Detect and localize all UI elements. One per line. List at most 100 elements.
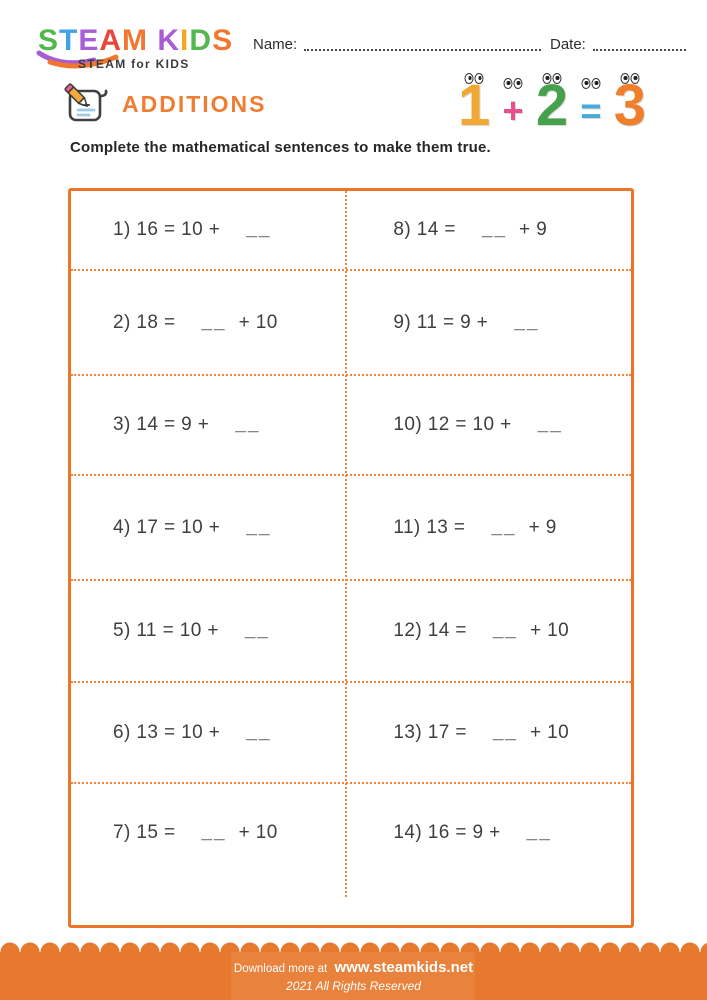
cartoon-eye: [552, 72, 562, 84]
answer-blank[interactable]: __: [514, 311, 540, 333]
answer-blank[interactable]: __: [537, 414, 563, 435]
footer-download-line: Download more at www.steamkids.net: [0, 952, 707, 976]
problem-text-suffix: + 10: [529, 620, 570, 641]
logo-tagline: STEAM for KIDS: [78, 57, 190, 71]
problem-text-suffix: + 10: [238, 822, 278, 843]
problem-text: 13) 17 =: [393, 721, 467, 743]
cartoon-eye: [630, 72, 640, 84]
glyph: 1: [458, 72, 491, 138]
answer-blank[interactable]: __: [491, 516, 517, 538]
plus-character: +: [502, 77, 524, 132]
problem-text-suffix: + 9: [528, 516, 557, 538]
answer-blank[interactable]: __: [201, 311, 227, 333]
problem-text-suffix: + 9: [519, 219, 548, 240]
problem-cell: 12) 14 = __ + 10: [345, 581, 631, 681]
answer-blank[interactable]: __: [235, 414, 261, 435]
logo-letter: M: [122, 24, 149, 57]
answer-blank[interactable]: __: [201, 822, 227, 843]
problem-text: 11) 13 =: [393, 516, 466, 538]
cartoon-eye: [542, 72, 552, 84]
answer-blank[interactable]: __: [244, 620, 270, 641]
cartoon-eye: [464, 72, 474, 84]
problem-text-suffix: + 10: [238, 311, 278, 333]
problem-text: 2) 18 =: [113, 311, 176, 333]
answer-blank[interactable]: __: [246, 516, 272, 538]
footer-center-box: [231, 952, 475, 1000]
problem-text: 5) 11 = 10 +: [113, 620, 219, 641]
cartoon-eyes: [581, 77, 601, 89]
problem-text: 9) 11 = 9 +: [393, 311, 489, 333]
date-fill-line[interactable]: [592, 37, 686, 51]
cartoon-eye: [620, 72, 630, 84]
problem-text: 1) 16 = 10 +: [113, 219, 221, 240]
answer-blank[interactable]: __: [246, 219, 272, 240]
page-heading: ADDITIONS: [62, 82, 267, 126]
cartoon-eye: [581, 77, 591, 89]
problem-text: 4) 17 = 10 +: [113, 516, 221, 538]
problem-cell: 5) 11 = 10 + __: [71, 581, 345, 681]
logo-swoosh-icon: [36, 50, 119, 69]
cartoon-eyes: [542, 72, 562, 84]
problem-text: 3) 14 = 9 +: [113, 414, 210, 435]
answer-blank[interactable]: __: [526, 822, 552, 843]
cartoon-eyes: [464, 72, 484, 84]
column-divider: [345, 191, 348, 897]
problem-cell: 10) 12 = 10 + __: [345, 376, 631, 474]
numbers-graphic: 1 +2 = 3: [458, 60, 646, 138]
cartoon-eye: [591, 77, 601, 89]
logo-wordmark: STEAM KIDS: [38, 26, 238, 56]
worksheet-row: 1) 16 = 10 + __ 8) 14 = __ + 9: [71, 191, 631, 271]
name-label: Name:: [253, 36, 298, 53]
problem-cell: 9) 11 = 9 + __: [345, 271, 631, 374]
name-field: Name:: [253, 36, 541, 53]
problem-text: 6) 13 = 10 +: [113, 721, 221, 743]
worksheet-row: 5) 11 = 10 + __ 12) 14 = __ + 10: [71, 581, 631, 683]
footer-copyright: 2021 All Rights Reserved: [286, 979, 421, 993]
logo-letter: K: [157, 24, 181, 57]
problem-cell: 4) 17 = 10 + __: [71, 476, 345, 579]
worksheet-row: 2) 18 = __ + 10 9) 11 = 9 + __: [71, 271, 631, 376]
problem-text: 14) 16 = 9 +: [393, 822, 501, 843]
instruction-text: Complete the mathematical sentences to m…: [70, 139, 491, 156]
logo-letter: [148, 24, 157, 57]
logo-letter: D: [189, 24, 213, 57]
problem-text: 8) 14 =: [393, 219, 456, 240]
worksheet-table: 1) 16 = 10 + __ 8) 14 = __ + 9 2) 18 = __ + 10 9…: [68, 188, 634, 928]
glyph: 2: [535, 72, 569, 138]
date-label: Date:: [550, 36, 586, 53]
footer-download-text: Download more at: [233, 963, 328, 975]
logo-letter: T: [59, 24, 79, 57]
logo-letter: E: [78, 24, 100, 57]
answer-blank[interactable]: __: [492, 721, 518, 743]
number-2-character: 2: [535, 72, 569, 138]
problem-cell: 8) 14 = __ + 9: [345, 191, 631, 269]
date-field: Date:: [550, 36, 686, 53]
footer-website-link[interactable]: www.steamkids.net: [334, 959, 474, 976]
answer-blank[interactable]: __: [246, 721, 272, 743]
footer-band: Download more at www.steamkids.net 2021 …: [0, 952, 707, 1000]
problem-cell: 2) 18 = __ + 10: [71, 271, 345, 374]
logo-letter: S: [212, 24, 234, 57]
logo-letter: I: [180, 24, 190, 57]
worksheet-row: 3) 14 = 9 + __ 10) 12 = 10 + __: [71, 376, 631, 476]
worksheet-row: 7) 15 = __ + 10 14) 16 = 9 + __: [71, 784, 631, 925]
problem-cell: 6) 13 = 10 + __: [71, 683, 345, 782]
name-fill-line[interactable]: [304, 37, 541, 51]
problem-text: 7) 15 =: [113, 822, 176, 843]
number-1-character: 1: [458, 72, 491, 138]
cartoon-eye: [513, 77, 523, 89]
glyph: +: [502, 89, 524, 131]
page-title: ADDITIONS: [122, 90, 267, 117]
problem-cell: 13) 17 = __ + 10: [345, 683, 631, 782]
answer-blank[interactable]: __: [481, 219, 508, 240]
answer-blank[interactable]: __: [492, 620, 518, 641]
problem-cell: 1) 16 = 10 + __: [71, 191, 345, 269]
cartoon-eye: [503, 77, 513, 89]
problem-text: 10) 12 = 10 +: [393, 414, 512, 435]
cartoon-eye: [474, 72, 484, 84]
worksheet-row: 4) 17 = 10 + __ 11) 13 = __ + 9: [71, 476, 631, 581]
worksheet-row: 6) 13 = 10 + __ 13) 17 = __ + 10: [71, 683, 631, 784]
cartoon-eyes: [620, 72, 640, 84]
number-3-character: 3: [614, 72, 646, 134]
